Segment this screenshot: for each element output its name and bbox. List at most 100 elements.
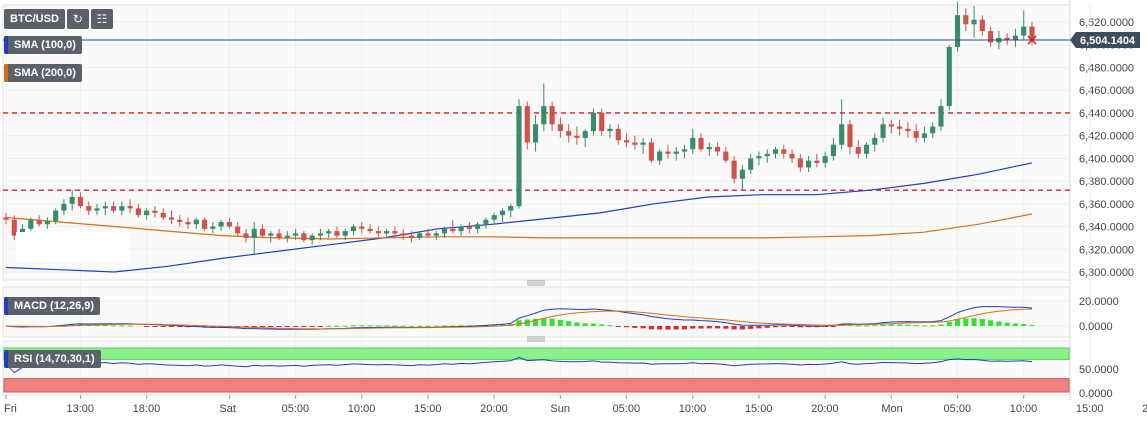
candle-body xyxy=(830,144,836,157)
candle-body xyxy=(814,160,820,163)
sma200-legend[interactable]: SMA (200,0) xyxy=(4,64,82,82)
time-tick-label: Sat xyxy=(219,403,236,415)
macd-histogram-bar xyxy=(400,325,406,327)
sma100-color-swatch xyxy=(4,36,8,54)
macd-signal-line xyxy=(5,308,1033,330)
macd-histogram-bar xyxy=(367,325,373,327)
candle-body xyxy=(408,235,415,238)
candle-body xyxy=(491,215,497,220)
candle-body xyxy=(251,228,257,238)
macd-histogram-bar xyxy=(897,324,903,326)
time-tick-label: 20:00 xyxy=(811,403,839,415)
macd-legend[interactable]: MACD (12,26,9) xyxy=(4,297,101,315)
rsi-color-swatch xyxy=(4,350,8,368)
macd-histogram-bar xyxy=(251,326,257,328)
price-tick-label: 6,400.0000 xyxy=(1079,153,1134,165)
price-panel xyxy=(2,4,1071,281)
macd-histogram-bar xyxy=(102,325,108,327)
macd-histogram-bar xyxy=(433,325,439,327)
macd-histogram-bar xyxy=(243,326,249,328)
candle-body xyxy=(541,106,547,125)
pair-label[interactable]: BTC/USD xyxy=(4,9,65,29)
candle-body xyxy=(847,124,853,147)
time-tick-label: 05:00 xyxy=(613,403,641,415)
candle-body xyxy=(673,151,679,154)
candle-body xyxy=(433,233,439,236)
macd-histogram-bar xyxy=(524,319,530,326)
sma100-legend[interactable]: SMA (100,0) xyxy=(4,36,82,54)
blank-overlay-box xyxy=(16,232,130,262)
indicators-icon[interactable]: ☷ xyxy=(90,9,113,29)
candle-body xyxy=(574,135,580,138)
macd-histogram-bar xyxy=(648,326,654,330)
macd-histogram-bar xyxy=(210,326,216,328)
candle-body xyxy=(276,233,282,238)
macd-histogram-bar xyxy=(781,326,787,327)
rsi-legend[interactable]: RSI (14,70,30,1) xyxy=(4,350,101,368)
macd-histogram-bar xyxy=(268,326,274,327)
candle-body xyxy=(86,206,92,211)
time-tick-label: 05:00 xyxy=(944,403,972,415)
candle-body xyxy=(218,222,224,227)
macd-histogram-bar xyxy=(168,326,175,327)
macd-histogram-bar xyxy=(665,326,671,330)
candle-body xyxy=(359,226,365,229)
candle-body xyxy=(367,228,373,232)
macd-histogram-bar xyxy=(938,324,944,326)
macd-color-swatch xyxy=(4,297,8,315)
macd-histogram-bar xyxy=(574,322,580,326)
candle-body xyxy=(797,158,803,168)
macd-histogram-bar xyxy=(855,325,861,327)
candle-body xyxy=(781,149,787,154)
candle-body xyxy=(342,231,348,236)
refresh-icon[interactable]: ↻ xyxy=(66,9,89,29)
candle-body xyxy=(930,126,936,134)
price-tick-label: 6,380.0000 xyxy=(1079,176,1134,188)
time-tick-label: 20:00 xyxy=(1142,403,1147,415)
candle-body xyxy=(1004,37,1010,41)
macd-histogram-bar xyxy=(872,325,878,327)
macd-histogram-bar xyxy=(1021,324,1027,326)
candle-body xyxy=(756,156,762,159)
candle-body xyxy=(284,235,290,238)
candle-body xyxy=(615,128,621,141)
candle-body xyxy=(28,219,34,229)
macd-histogram-bar xyxy=(590,323,597,326)
candle-body xyxy=(160,212,166,218)
candle-body xyxy=(1029,26,1035,41)
candle-body xyxy=(425,233,431,236)
rsi-oversold-zone xyxy=(3,378,1070,393)
macd-histogram-bar xyxy=(880,324,886,326)
candle-body xyxy=(11,219,17,236)
macd-histogram-bar xyxy=(499,324,506,326)
candle-body xyxy=(731,160,737,179)
macd-histogram-bar xyxy=(326,325,332,327)
candle-body xyxy=(243,233,249,238)
candle-body xyxy=(897,126,903,129)
macd-histogram-bar xyxy=(979,318,985,326)
macd-histogram-bar xyxy=(963,318,969,326)
macd-histogram-bar xyxy=(301,326,307,327)
time-tick-label: 15:00 xyxy=(1076,403,1104,415)
time-tick-label: Mon xyxy=(881,403,902,415)
price-tick-label: 6,480.0000 xyxy=(1079,62,1134,74)
macd-histogram-bar xyxy=(549,318,555,326)
candle-body xyxy=(723,151,729,161)
macd-histogram-bar xyxy=(334,325,340,327)
macd-histogram-bar xyxy=(309,326,315,327)
time-tick-label: Sun xyxy=(550,403,570,415)
candle-body xyxy=(334,231,340,236)
macd-histogram-bar xyxy=(425,325,431,327)
price-tick-label: 6,420.0000 xyxy=(1079,131,1134,143)
candle-body xyxy=(326,231,332,234)
time-tick-label: 20:00 xyxy=(480,403,508,415)
rsi-overbought-zone xyxy=(3,347,1070,360)
candle-body xyxy=(309,235,315,241)
time-tick-label: 05:00 xyxy=(282,403,310,415)
candle-body xyxy=(938,106,944,127)
price-tick-label: 6,360.0000 xyxy=(1079,199,1134,211)
macd-histogram-bar xyxy=(847,325,853,327)
macd-histogram-bar xyxy=(764,326,770,328)
candle-body xyxy=(623,140,630,143)
